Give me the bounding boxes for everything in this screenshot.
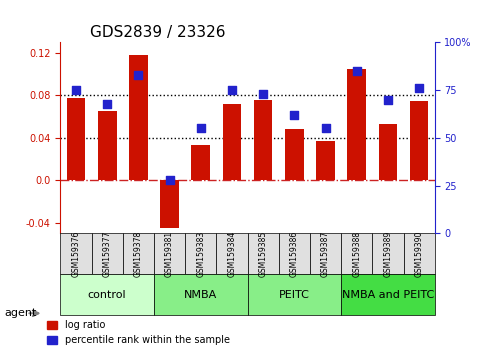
Bar [285,130,304,180]
Point [415,85,423,91]
FancyBboxPatch shape [247,233,279,274]
Bar [223,104,242,180]
Point [353,68,361,74]
Bar [347,69,366,180]
Text: GSM159387: GSM159387 [321,230,330,277]
Text: NMBA and PEITC: NMBA and PEITC [342,290,434,299]
Text: GSM159376: GSM159376 [71,230,81,277]
Text: GSM159386: GSM159386 [290,230,299,277]
Text: control: control [88,290,127,299]
FancyBboxPatch shape [310,233,341,274]
Bar [379,124,397,180]
Legend: log ratio, percentile rank within the sample: log ratio, percentile rank within the sa… [43,316,234,349]
FancyBboxPatch shape [341,233,372,274]
Text: GSM159378: GSM159378 [134,230,143,277]
FancyBboxPatch shape [247,274,341,315]
Bar [98,112,116,180]
Point [197,126,205,131]
Point [228,87,236,93]
Bar [254,100,272,180]
FancyBboxPatch shape [123,233,154,274]
Text: GSM159377: GSM159377 [103,230,112,277]
Bar [160,180,179,228]
FancyBboxPatch shape [92,233,123,274]
FancyBboxPatch shape [279,233,310,274]
Text: PEITC: PEITC [279,290,310,299]
Point [384,97,392,103]
FancyBboxPatch shape [185,233,216,274]
Bar [129,55,148,180]
Text: GSM159381: GSM159381 [165,231,174,277]
Text: agent: agent [5,308,37,318]
FancyBboxPatch shape [341,274,435,315]
Bar [191,145,210,180]
Bar [316,141,335,180]
Text: GSM159390: GSM159390 [414,230,424,277]
Text: GSM159385: GSM159385 [258,230,268,277]
Text: GSM159389: GSM159389 [384,230,392,277]
FancyBboxPatch shape [403,233,435,274]
FancyBboxPatch shape [60,233,92,274]
Point [290,112,298,118]
Text: GSM159384: GSM159384 [227,230,237,277]
FancyBboxPatch shape [372,233,403,274]
Text: GDS2839 / 23326: GDS2839 / 23326 [90,25,226,40]
FancyBboxPatch shape [60,274,154,315]
Text: GSM159383: GSM159383 [196,230,205,277]
Bar [67,98,85,180]
Bar [410,101,428,180]
FancyBboxPatch shape [216,233,247,274]
Point [103,101,111,106]
Text: GSM159388: GSM159388 [352,231,361,277]
Point [72,87,80,93]
Point [134,72,142,78]
Point [322,126,329,131]
FancyBboxPatch shape [154,233,185,274]
Point [259,91,267,97]
FancyBboxPatch shape [154,274,247,315]
Text: NMBA: NMBA [184,290,217,299]
Point [166,177,173,183]
